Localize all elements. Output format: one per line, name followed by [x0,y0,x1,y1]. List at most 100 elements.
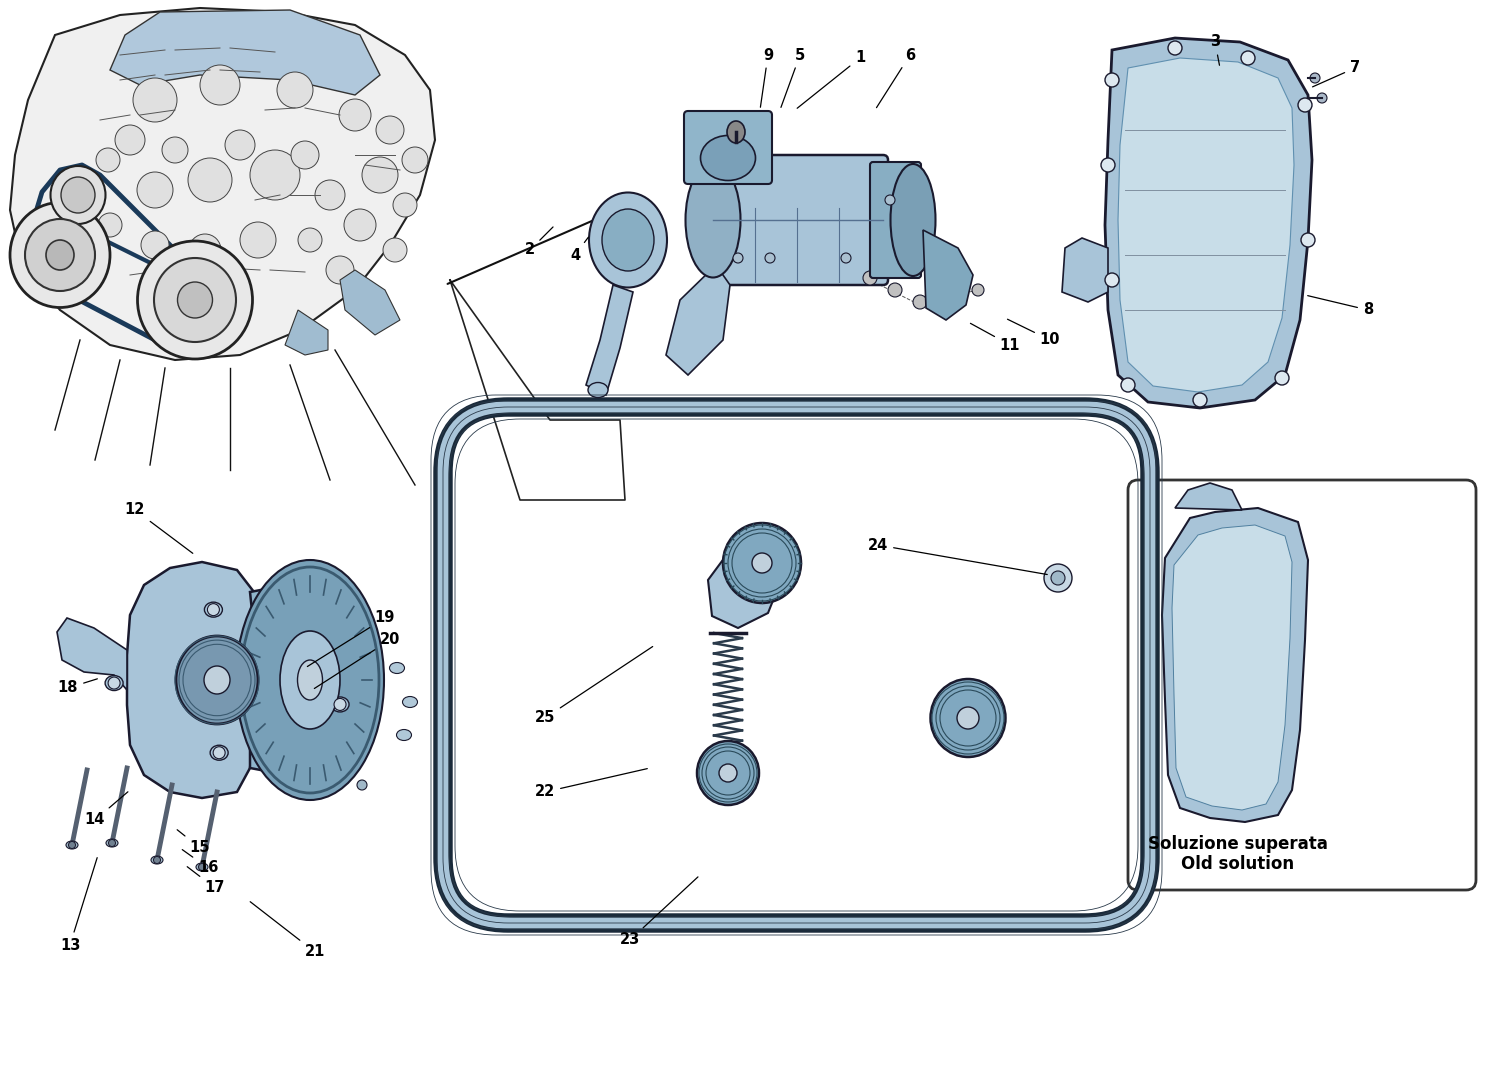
FancyBboxPatch shape [684,111,772,184]
Ellipse shape [297,660,322,700]
Polygon shape [586,285,633,395]
Circle shape [382,238,406,262]
Circle shape [393,193,417,217]
Circle shape [213,747,225,759]
Circle shape [251,150,300,200]
Ellipse shape [728,121,746,143]
Circle shape [278,72,314,108]
Ellipse shape [26,219,94,291]
Circle shape [326,256,354,284]
Circle shape [1310,73,1320,83]
Circle shape [357,780,368,790]
Ellipse shape [396,730,411,741]
Text: 11: 11 [970,323,1020,353]
Text: 16: 16 [183,849,218,876]
Circle shape [339,99,370,131]
Text: 19: 19 [308,611,395,666]
Circle shape [200,65,240,105]
Ellipse shape [390,662,405,673]
Polygon shape [10,8,435,360]
Ellipse shape [588,382,608,397]
Ellipse shape [204,602,222,617]
Ellipse shape [402,697,417,708]
Text: 22: 22 [536,769,648,799]
Circle shape [1168,41,1182,56]
Circle shape [752,553,772,573]
Circle shape [1052,571,1065,585]
Ellipse shape [176,636,258,724]
Circle shape [957,707,980,729]
Polygon shape [251,585,370,775]
Ellipse shape [280,631,340,729]
Circle shape [108,840,116,846]
Polygon shape [285,310,328,355]
Ellipse shape [602,209,654,271]
Text: 18: 18 [57,678,98,696]
Text: 5: 5 [782,48,806,108]
Ellipse shape [105,675,123,690]
Text: 1: 1 [796,50,865,108]
Ellipse shape [66,841,78,849]
Circle shape [1300,233,1316,247]
Circle shape [298,228,322,252]
Text: 9: 9 [760,48,772,107]
Circle shape [189,234,220,266]
Polygon shape [1162,507,1308,822]
Circle shape [96,148,120,172]
Text: 23: 23 [620,877,698,947]
Circle shape [888,283,902,297]
Circle shape [136,172,172,208]
Circle shape [972,284,984,296]
Polygon shape [1174,484,1242,510]
Circle shape [914,295,927,309]
Text: 4: 4 [570,237,588,262]
Ellipse shape [62,178,94,213]
Text: 24: 24 [868,538,1047,575]
Circle shape [1275,371,1288,386]
Polygon shape [340,270,400,335]
Polygon shape [666,265,730,375]
Ellipse shape [930,680,1005,757]
Text: 15: 15 [177,830,210,856]
Polygon shape [128,562,254,798]
FancyBboxPatch shape [1128,480,1476,890]
Circle shape [1317,93,1328,103]
Circle shape [108,677,120,689]
Circle shape [1120,378,1136,392]
Circle shape [315,180,345,210]
Polygon shape [1172,525,1292,810]
Polygon shape [110,10,380,95]
Text: 3: 3 [1210,35,1219,65]
Ellipse shape [332,697,350,712]
Text: 6: 6 [876,48,915,108]
Circle shape [141,231,170,259]
Ellipse shape [204,666,230,694]
Circle shape [1240,51,1256,65]
Ellipse shape [138,241,252,359]
Text: Soluzione superata: Soluzione superata [1148,835,1328,853]
Ellipse shape [10,203,109,307]
Text: 25: 25 [536,647,652,725]
Ellipse shape [196,862,208,871]
Ellipse shape [152,856,164,864]
Ellipse shape [246,575,374,785]
Text: 17: 17 [188,867,225,895]
Ellipse shape [154,258,236,342]
Circle shape [116,125,146,155]
Circle shape [1106,273,1119,287]
Circle shape [207,603,219,615]
Ellipse shape [210,745,228,760]
Circle shape [134,78,177,122]
Text: 8: 8 [1308,295,1372,318]
Polygon shape [708,533,782,628]
FancyBboxPatch shape [708,155,888,285]
Ellipse shape [236,560,384,800]
Ellipse shape [686,162,741,278]
Ellipse shape [177,282,213,318]
Circle shape [153,857,160,864]
Ellipse shape [723,523,801,603]
Circle shape [240,222,276,258]
Ellipse shape [891,164,936,276]
Ellipse shape [46,240,74,270]
Circle shape [291,140,320,169]
